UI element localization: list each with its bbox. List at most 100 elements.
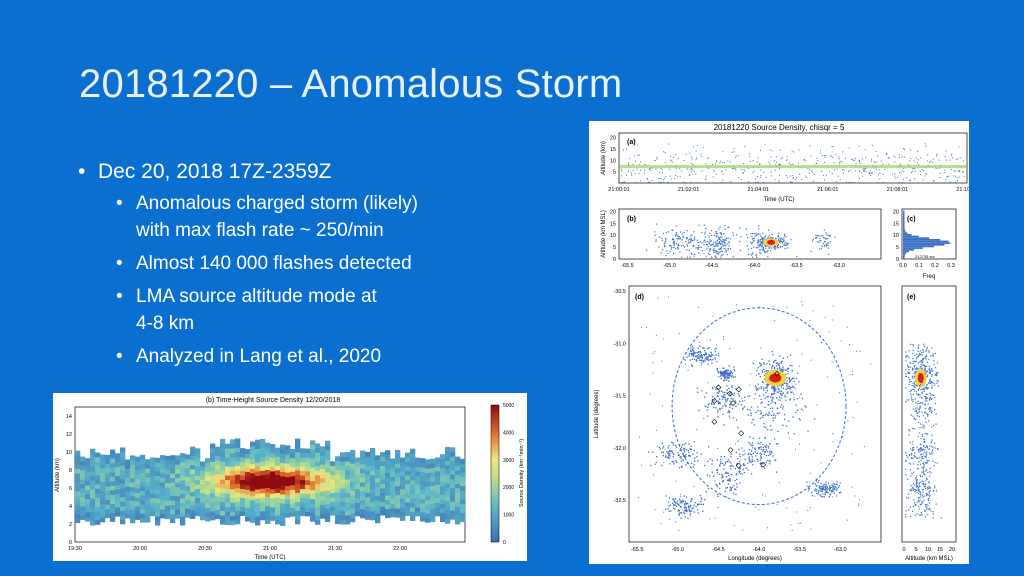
source-point xyxy=(936,382,938,384)
source-point xyxy=(693,504,695,507)
source-point xyxy=(906,399,908,401)
source-point xyxy=(721,170,723,172)
source-point xyxy=(953,175,955,177)
source-point xyxy=(701,390,703,392)
source-point xyxy=(660,523,662,525)
source-point xyxy=(858,145,860,147)
source-point xyxy=(929,487,931,489)
source-point xyxy=(764,406,766,408)
source-point xyxy=(725,372,728,375)
source-point xyxy=(692,507,694,509)
source-point xyxy=(728,380,730,382)
source-point xyxy=(732,232,734,234)
source-point xyxy=(925,350,927,352)
source-point xyxy=(750,406,753,408)
source-point xyxy=(771,392,773,395)
source-point xyxy=(731,151,733,153)
source-point xyxy=(679,231,681,233)
source-point xyxy=(671,246,673,249)
source-point xyxy=(760,448,762,451)
heatmap-cell xyxy=(355,480,361,485)
source-point xyxy=(759,376,761,378)
source-point xyxy=(764,235,767,237)
source-point xyxy=(718,253,720,255)
source-point xyxy=(775,388,777,390)
source-point xyxy=(676,500,679,502)
heatmap-cell xyxy=(320,509,326,515)
source-point xyxy=(938,159,940,161)
source-point xyxy=(920,363,922,366)
source-point xyxy=(879,173,881,175)
source-point xyxy=(920,378,922,380)
heatmap-cell xyxy=(295,470,301,475)
source-point xyxy=(748,458,750,460)
source-point xyxy=(731,167,733,169)
source-point xyxy=(720,375,722,377)
source-point xyxy=(760,363,762,365)
heatmap-cell xyxy=(220,443,226,449)
source-point xyxy=(644,163,646,165)
source-point xyxy=(848,147,850,149)
heatmap-cell xyxy=(95,515,101,521)
source-point xyxy=(716,239,718,241)
histogram-bar xyxy=(903,222,905,224)
heatmap-cell xyxy=(220,519,226,525)
source-point xyxy=(625,174,627,176)
source-point xyxy=(705,178,707,180)
source-point xyxy=(931,370,934,372)
source-point xyxy=(913,381,916,383)
source-point xyxy=(717,245,719,247)
source-point xyxy=(728,415,730,417)
source-point xyxy=(700,356,702,358)
source-point xyxy=(734,488,736,490)
heatmap-cell xyxy=(105,481,111,487)
source-point xyxy=(907,372,910,374)
sub-bullet-line: Analyzed in Lang et al., 2020 xyxy=(136,346,382,367)
source-point xyxy=(822,493,824,495)
source-point xyxy=(772,414,775,417)
heatmap-cell xyxy=(85,516,91,522)
heatmap-cell xyxy=(120,469,126,475)
source-point xyxy=(691,253,693,255)
source-point xyxy=(915,409,917,412)
source-point xyxy=(704,231,706,233)
source-point xyxy=(906,177,908,179)
source-point xyxy=(783,240,785,243)
source-point xyxy=(915,486,917,488)
source-point xyxy=(681,512,683,514)
source-point xyxy=(680,460,682,462)
source-point xyxy=(759,410,762,412)
source-point xyxy=(686,244,688,246)
heatmap-cell xyxy=(230,511,236,517)
source-point xyxy=(691,498,693,500)
heatmap-cell xyxy=(305,466,311,472)
heatmap-cell xyxy=(205,480,211,486)
heatmap-cell xyxy=(415,489,421,494)
source-point xyxy=(632,170,634,172)
source-point xyxy=(728,372,730,374)
source-point xyxy=(713,400,715,402)
heatmap-cell xyxy=(445,496,451,502)
heatmap-cell xyxy=(210,475,216,480)
source-point xyxy=(729,478,731,481)
panel-b-label: (b) xyxy=(627,216,636,223)
source-point xyxy=(825,490,827,492)
heatmap-cell xyxy=(450,469,456,475)
source-point xyxy=(816,157,818,159)
source-point xyxy=(918,500,920,503)
source-point xyxy=(771,365,774,367)
heatmap-cell xyxy=(205,494,211,499)
source-point xyxy=(757,366,759,369)
heatmap-cell xyxy=(325,517,331,523)
source-point xyxy=(749,384,751,386)
heatmap-cell xyxy=(285,490,291,496)
source-point xyxy=(732,417,735,419)
source-point xyxy=(675,460,677,462)
heatmap-cell xyxy=(105,463,111,469)
source-point xyxy=(735,493,737,495)
source-point xyxy=(918,508,920,510)
source-point xyxy=(862,168,864,170)
heatmap-cell xyxy=(365,501,371,507)
source-point xyxy=(829,235,831,237)
source-point xyxy=(733,366,735,368)
